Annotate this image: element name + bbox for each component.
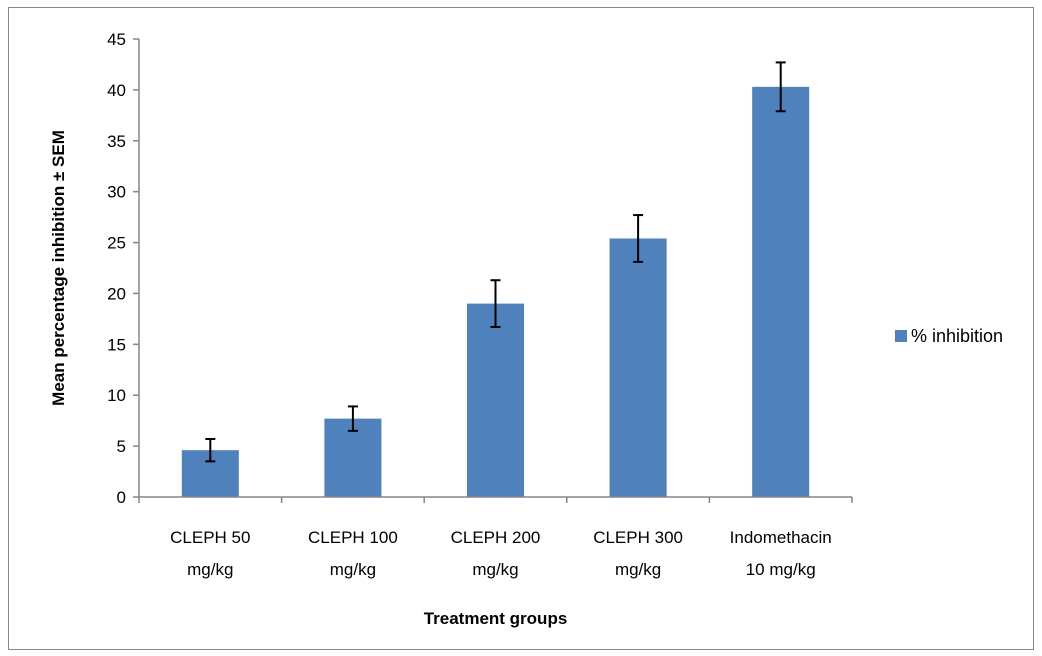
bar <box>610 238 667 497</box>
category-label: CLEPH 300 <box>593 528 683 547</box>
x-axis-title: Treatment groups <box>424 609 568 628</box>
legend-label: % inhibition <box>911 326 1003 346</box>
category-label: CLEPH 200 <box>451 528 541 547</box>
category-label-line2: mg/kg <box>615 560 661 579</box>
legend: % inhibition <box>895 326 1003 346</box>
category-label-line2: 10 mg/kg <box>746 560 816 579</box>
y-tick-label: 20 <box>107 284 126 303</box>
y-tick-label: 40 <box>107 81 126 100</box>
y-tick-label: 10 <box>107 386 126 405</box>
bar <box>752 87 809 497</box>
y-axis-title: Mean percentage inhibition ± SEM <box>49 130 68 406</box>
y-tick-label: 35 <box>107 132 126 151</box>
category-label: CLEPH 50 <box>170 528 250 547</box>
y-tick-label: 0 <box>117 488 126 507</box>
legend-swatch <box>895 330 907 342</box>
y-tick-label: 5 <box>117 437 126 456</box>
x-axis-labels: CLEPH 50 mg/kg CLEPH 100 mg/kg CLEPH 200 mg/k… <box>139 497 852 579</box>
y-tick-label: 25 <box>107 234 126 253</box>
category-label-line2: mg/kg <box>187 560 233 579</box>
bars <box>182 62 809 497</box>
y-tick-label: 45 <box>107 30 126 49</box>
category-label: Indomethacin <box>730 528 832 547</box>
y-tick-label: 15 <box>107 335 126 354</box>
category-label-line2: mg/kg <box>472 560 518 579</box>
category-label-line2: mg/kg <box>330 560 376 579</box>
category-label: CLEPH 100 <box>308 528 398 547</box>
bar <box>467 304 524 497</box>
y-tick-label: 30 <box>107 183 126 202</box>
y-axis-ticks: 0 5 10 15 20 25 30 35 40 45 <box>107 30 139 507</box>
